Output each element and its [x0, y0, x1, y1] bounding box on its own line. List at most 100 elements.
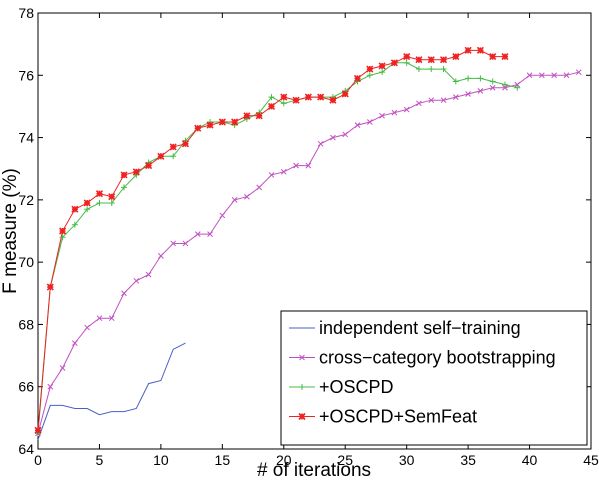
y-tick-label: 70 [18, 254, 34, 270]
data-point-series-2 [108, 315, 115, 322]
data-point-series-2 [158, 253, 164, 259]
data-point-series-2 [207, 231, 213, 237]
data-point-series-4 [132, 168, 140, 176]
data-point-series-3 [268, 94, 275, 101]
legend-swatch-marker [298, 412, 306, 421]
y-tick-label: 78 [18, 5, 34, 21]
x-tick-label: 0 [34, 452, 42, 468]
data-point-series-4 [329, 96, 337, 104]
data-point-series-4 [439, 56, 448, 64]
data-point-series-2 [133, 277, 140, 284]
data-point-series-2 [194, 231, 201, 237]
data-point-series-2 [551, 72, 557, 79]
data-point-series-4 [157, 152, 165, 160]
data-point-series-4 [59, 227, 67, 235]
data-point-series-2 [428, 97, 435, 104]
series-line-1 [37, 342, 186, 440]
data-point-series-3 [59, 234, 66, 241]
y-tick-label: 64 [18, 441, 34, 457]
data-point-series-4 [145, 162, 153, 170]
data-point-series-4 [464, 46, 472, 54]
data-point-series-3 [108, 199, 115, 206]
data-point-series-4 [71, 205, 79, 213]
data-point-series-4 [206, 121, 214, 129]
data-point-series-2 [280, 168, 287, 175]
data-point-series-2 [59, 365, 66, 371]
legend-label: independent self−training [319, 318, 521, 338]
data-point-series-4 [304, 93, 312, 101]
data-point-series-2 [354, 122, 361, 128]
data-point-series-3 [280, 100, 287, 107]
data-point-series-4 [403, 53, 411, 61]
data-point-series-3 [428, 66, 435, 73]
data-point-series-4 [218, 118, 226, 126]
data-point-series-4 [34, 426, 42, 434]
y-tick-label: 76 [18, 67, 34, 83]
data-point-series-4 [181, 140, 190, 148]
data-point-series-2 [305, 162, 312, 169]
data-point-series-2 [293, 162, 299, 169]
data-point-series-2 [514, 81, 521, 88]
data-point-series-3 [514, 84, 521, 91]
data-point-series-2 [84, 324, 91, 331]
y-tick-label: 68 [18, 316, 34, 332]
axis-ticks: 0 5 10 15 20 25 30 35 40 45 64 66 68 70 72 74 76 78 [18, 5, 599, 468]
x-tick-label: 40 [522, 452, 538, 468]
data-point-series-2 [72, 340, 78, 346]
data-point-series-2 [342, 131, 349, 138]
data-point-series-3 [465, 75, 472, 82]
x-tick-label: 20 [276, 452, 292, 468]
data-point-series-2 [96, 315, 103, 322]
data-point-series-2 [391, 109, 398, 116]
data-point-series-3 [415, 66, 422, 73]
data-point-series-2 [219, 212, 226, 219]
data-point-series-4 [108, 193, 116, 201]
data-point-series-2 [502, 84, 508, 91]
data-point-series-3 [379, 69, 386, 76]
data-point-series-4 [243, 112, 251, 120]
data-point-series-4 [390, 59, 398, 67]
data-point-series-4 [231, 118, 239, 126]
data-point-series-4 [267, 102, 276, 110]
x-axis-label: # of iterations [257, 460, 371, 481]
data-point-series-2 [170, 240, 177, 247]
data-point-series-2 [121, 290, 127, 297]
data-point-series-3 [477, 75, 484, 82]
series-line-3 [37, 62, 518, 434]
data-point-series-4 [353, 74, 362, 82]
y-tick-label: 66 [18, 379, 34, 395]
data-point-series-4 [83, 199, 91, 207]
data-point-series-3 [84, 206, 91, 213]
data-point-series-4 [366, 65, 374, 73]
data-point-series-2 [440, 97, 447, 104]
y-tick-label: 74 [18, 130, 34, 146]
data-point-series-2 [465, 91, 471, 97]
data-point-series-3 [489, 78, 496, 85]
data-point-series-4 [501, 53, 509, 61]
data-point-series-2 [416, 100, 422, 107]
data-point-series-2 [231, 197, 238, 203]
data-point-series-3 [96, 199, 103, 206]
y-tick-label: 72 [18, 192, 34, 208]
data-point-series-4 [415, 56, 423, 64]
data-point-series-4 [169, 143, 177, 151]
data-point-series-4 [317, 93, 325, 101]
x-tick-label: 15 [215, 452, 231, 468]
x-tick-label: 30 [399, 452, 415, 468]
data-point-series-4 [255, 112, 263, 120]
data-point-series-2 [366, 119, 373, 125]
legend-label: +OSCPD+SemFeat [319, 407, 477, 427]
data-point-series-4 [46, 283, 54, 291]
data-point-series-4 [452, 53, 460, 61]
data-point-series-4 [292, 96, 300, 104]
data-point-series-4 [280, 93, 288, 101]
data-point-series-3 [71, 221, 78, 228]
data-point-series-4 [489, 53, 497, 61]
data-point-series-3 [452, 78, 459, 85]
data-point-series-2 [403, 106, 410, 113]
legend-box [280, 310, 588, 446]
data-point-series-2 [182, 240, 189, 247]
data-point-series-2 [563, 72, 570, 79]
data-point-series-2 [575, 69, 582, 76]
y-axis-label: F measure (%) [0, 168, 21, 294]
